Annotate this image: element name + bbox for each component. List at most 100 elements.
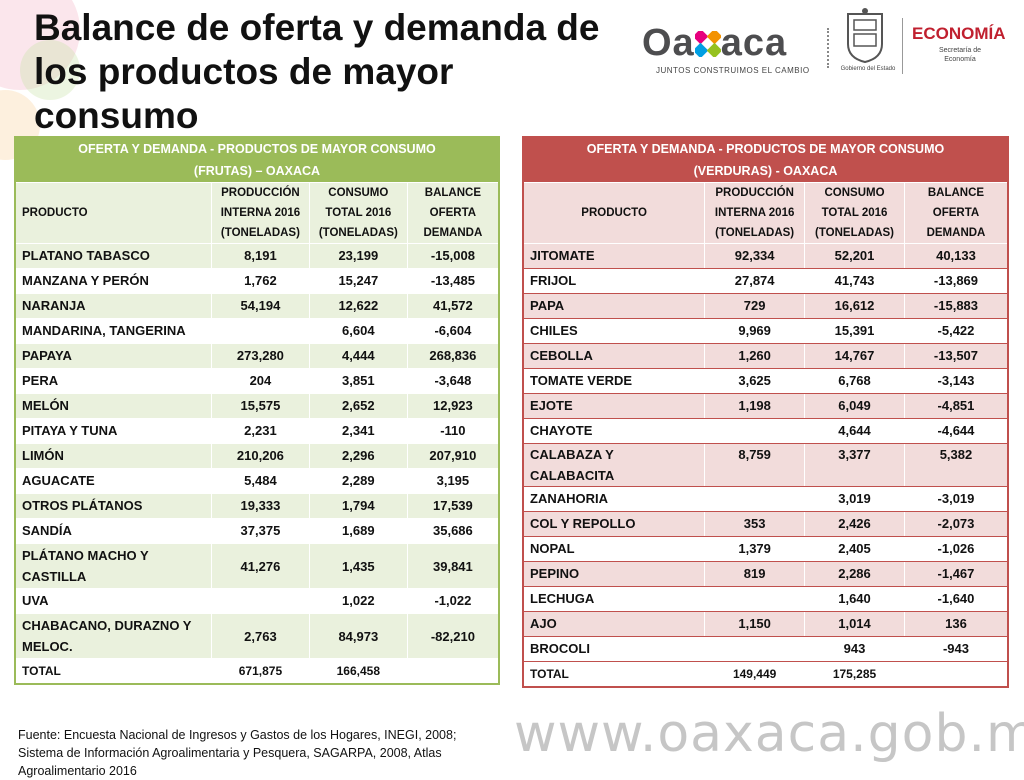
- product-cell: SANDÍA: [14, 518, 212, 544]
- product-cell: LECHUGA: [522, 586, 706, 612]
- table-row: LIMÓN 210,206 2,296 207,910: [14, 443, 500, 469]
- produccion-cell: 204: [210, 368, 310, 394]
- website-url: www.oaxaca.gob.mx: [514, 704, 1024, 764]
- consumo-cell: 1,435: [308, 543, 408, 589]
- frutas-table-title: OFERTA Y DEMANDA - PRODUCTOS DE MAYOR CO…: [14, 136, 500, 183]
- table-row: EJOTE 1,198 6,049 -4,851: [522, 393, 1009, 419]
- balance-cell: 207,910: [406, 443, 500, 469]
- produccion-cell: 353: [704, 511, 806, 537]
- product-cell: ZANAHORIA: [522, 486, 706, 512]
- total-label: TOTAL: [522, 661, 706, 688]
- consumo-cell: 4,644: [804, 418, 905, 444]
- product-cell: BROCOLI: [522, 636, 706, 662]
- balance-cell: 39,841: [406, 543, 500, 589]
- product-cell: AGUACATE: [14, 468, 212, 494]
- table-row: PITAYA Y TUNA 2,231 2,341 -110: [14, 418, 500, 444]
- balance-cell: -13,485: [406, 268, 500, 294]
- consumo-cell: 2,286: [804, 561, 905, 587]
- product-cell: AJO: [522, 611, 706, 637]
- total-balance: [406, 658, 500, 685]
- balance-cell: -13,869: [903, 268, 1009, 294]
- table-row: CEBOLLA 1,260 14,767 -13,507: [522, 343, 1009, 369]
- balance-cell: -5,422: [903, 318, 1009, 344]
- product-cell: JITOMATE: [522, 243, 706, 269]
- product-cell: NARANJA: [14, 293, 212, 319]
- table-row: OTROS PLÁTANOS 19,333 1,794 17,539: [14, 493, 500, 519]
- oaxaca-logo: Oa aca: [642, 22, 788, 64]
- consumo-cell: 6,604: [308, 318, 408, 344]
- table-row: AGUACATE 5,484 2,289 3,195: [14, 468, 500, 494]
- product-cell: CHILES: [522, 318, 706, 344]
- consumo-cell: 52,201: [804, 243, 905, 269]
- column-header-consumo: CONSUMO TOTAL 2016 (TONELADAS): [804, 182, 905, 244]
- balance-cell: -13,507: [903, 343, 1009, 369]
- header-logos: Oa aca JUNTOS CONSTRUIMOS EL CAMBIO Gobi…: [640, 8, 1012, 82]
- consumo-cell: 2,652: [308, 393, 408, 419]
- table-row: PAPA 729 16,612 -15,883: [522, 293, 1009, 319]
- consumo-cell: 15,391: [804, 318, 905, 344]
- consumo-cell: 2,426: [804, 511, 905, 537]
- produccion-cell: 729: [704, 293, 806, 319]
- produccion-cell: [704, 418, 806, 444]
- produccion-cell: 3,625: [704, 368, 806, 394]
- total-consumo: 166,458: [308, 658, 408, 685]
- product-cell: TOMATE VERDE: [522, 368, 706, 394]
- column-header-produccion: PRODUCCIÓN INTERNA 2016 (TONELADAS): [210, 182, 310, 244]
- consumo-cell: 6,049: [804, 393, 905, 419]
- table-row: CHAYOTE 4,644 -4,644: [522, 418, 1009, 444]
- balance-cell: 3,195: [406, 468, 500, 494]
- state-shield-icon: [844, 8, 886, 64]
- table-row: MANZANA Y PERÓN 1,762 15,247 -13,485: [14, 268, 500, 294]
- produccion-cell: 2,763: [210, 613, 310, 659]
- produccion-cell: 37,375: [210, 518, 310, 544]
- table-row: AJO 1,150 1,014 136: [522, 611, 1009, 637]
- produccion-cell: 54,194: [210, 293, 310, 319]
- produccion-cell: 41,276: [210, 543, 310, 589]
- product-cell: COL Y REPOLLO: [522, 511, 706, 537]
- produccion-cell: 210,206: [210, 443, 310, 469]
- product-cell: PLÁTANO MACHO Y CASTILLA: [14, 543, 212, 589]
- consumo-cell: 3,019: [804, 486, 905, 512]
- consumo-cell: 1,794: [308, 493, 408, 519]
- consumo-cell: 2,405: [804, 536, 905, 562]
- produccion-cell: 9,969: [704, 318, 806, 344]
- consumo-cell: 2,296: [308, 443, 408, 469]
- product-cell: PAPAYA: [14, 343, 212, 369]
- consumo-cell: 3,377: [804, 443, 905, 487]
- consumo-cell: 15,247: [308, 268, 408, 294]
- balance-cell: -110: [406, 418, 500, 444]
- table-row: TOMATE VERDE 3,625 6,768 -3,143: [522, 368, 1009, 394]
- table-row: SANDÍA 37,375 1,689 35,686: [14, 518, 500, 544]
- produccion-cell: 19,333: [210, 493, 310, 519]
- table-row: COL Y REPOLLO 353 2,426 -2,073: [522, 511, 1009, 537]
- economia-logo: ECONOMÍA: [912, 24, 1006, 43]
- oaxaca-tagline: JUNTOS CONSTRUIMOS EL CAMBIO: [656, 66, 810, 75]
- produccion-cell: 5,484: [210, 468, 310, 494]
- total-row: TOTAL 671,875 166,458: [14, 658, 500, 685]
- produccion-cell: 2,231: [210, 418, 310, 444]
- table-row: PLÁTANO MACHO Y CASTILLA 41,276 1,435 39,84…: [14, 543, 500, 589]
- produccion-cell: [210, 318, 310, 344]
- produccion-cell: 1,150: [704, 611, 806, 637]
- balance-cell: -2,073: [903, 511, 1009, 537]
- consumo-cell: 14,767: [804, 343, 905, 369]
- divider: [902, 18, 903, 74]
- frutas-table: OFERTA Y DEMANDA - PRODUCTOS DE MAYOR CO…: [14, 136, 500, 685]
- gobierno-caption: Gobierno del Estado: [840, 66, 896, 72]
- oaxaca-x-icon: [692, 24, 722, 59]
- balance-cell: 136: [903, 611, 1009, 637]
- balance-cell: -1,022: [406, 588, 500, 614]
- consumo-cell: 943: [804, 636, 905, 662]
- column-header-producto: PRODUCTO: [522, 182, 706, 244]
- economia-subtitle: Secretaría de Economía: [938, 47, 982, 63]
- consumo-cell: 1,014: [804, 611, 905, 637]
- consumo-cell: 3,851: [308, 368, 408, 394]
- product-cell: MANDARINA, TANGERINA: [14, 318, 212, 344]
- column-header-balance: BALANCE OFERTA DEMANDA: [903, 182, 1009, 244]
- table-row: NARANJA 54,194 12,622 41,572: [14, 293, 500, 319]
- table-row: LECHUGA 1,640 -1,640: [522, 586, 1009, 612]
- consumo-cell: 1,022: [308, 588, 408, 614]
- produccion-cell: 1,260: [704, 343, 806, 369]
- balance-cell: -15,008: [406, 243, 500, 269]
- balance-cell: -943: [903, 636, 1009, 662]
